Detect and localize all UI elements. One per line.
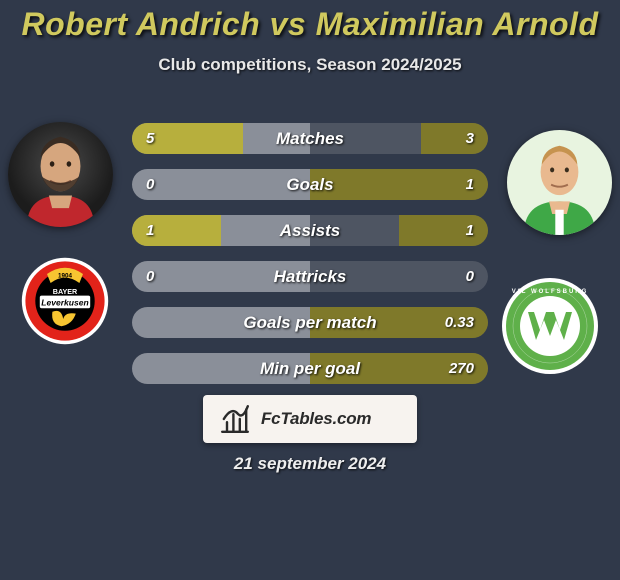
avatar-right xyxy=(507,130,612,235)
chart-icon xyxy=(219,403,251,435)
svg-text:1904: 1904 xyxy=(58,273,73,280)
stat-row: Min per goal270 xyxy=(132,353,488,384)
avatar-left xyxy=(8,122,113,227)
stat-value-right: 270 xyxy=(449,353,474,384)
brand-text: FcTables.com xyxy=(261,409,371,429)
stat-value-right: 1 xyxy=(466,169,474,200)
stat-row: Goals per match0.33 xyxy=(132,307,488,338)
stat-row: Assists1 1 xyxy=(132,215,488,246)
stat-value-left: 1 xyxy=(146,215,154,246)
stat-label: Min per goal xyxy=(132,353,488,384)
stat-rows: Matches53Goals01Assists11Hattricks00Goal… xyxy=(132,123,488,399)
stat-value-left: 0 xyxy=(146,261,154,292)
stat-value-right: 0.33 xyxy=(445,307,474,338)
svg-text:BAYER: BAYER xyxy=(53,287,78,296)
stat-row: Hattricks0 0 xyxy=(132,261,488,292)
stat-value-left: 0 xyxy=(146,169,154,200)
svg-text:VfL WOLFSBURG: VfL WOLFSBURG xyxy=(512,289,589,295)
stat-label: Goals per match xyxy=(132,307,488,338)
stat-value-left: 5 xyxy=(146,123,154,154)
stat-row: Goals0 1 xyxy=(132,169,488,200)
stat-label: Assists xyxy=(132,215,488,246)
stat-label: Goals xyxy=(132,169,488,200)
stat-label: Matches xyxy=(132,123,488,154)
date: 21 september 2024 xyxy=(0,454,620,474)
svg-text:Leverkusen: Leverkusen xyxy=(41,298,89,308)
crest-right: VfL WOLFSBURG xyxy=(500,276,600,376)
stat-label: Hattricks xyxy=(132,261,488,292)
stat-value-right: 1 xyxy=(466,215,474,246)
brand-badge: FcTables.com xyxy=(203,395,417,443)
stat-value-right: 0 xyxy=(466,261,474,292)
stat-row: Matches5 3 xyxy=(132,123,488,154)
subtitle: Club competitions, Season 2024/2025 xyxy=(0,55,620,75)
page-title: Robert Andrich vs Maximilian Arnold xyxy=(0,0,620,43)
crest-left: Leverkusen 1904 BAYER xyxy=(20,256,110,346)
stat-value-right: 3 xyxy=(466,123,474,154)
